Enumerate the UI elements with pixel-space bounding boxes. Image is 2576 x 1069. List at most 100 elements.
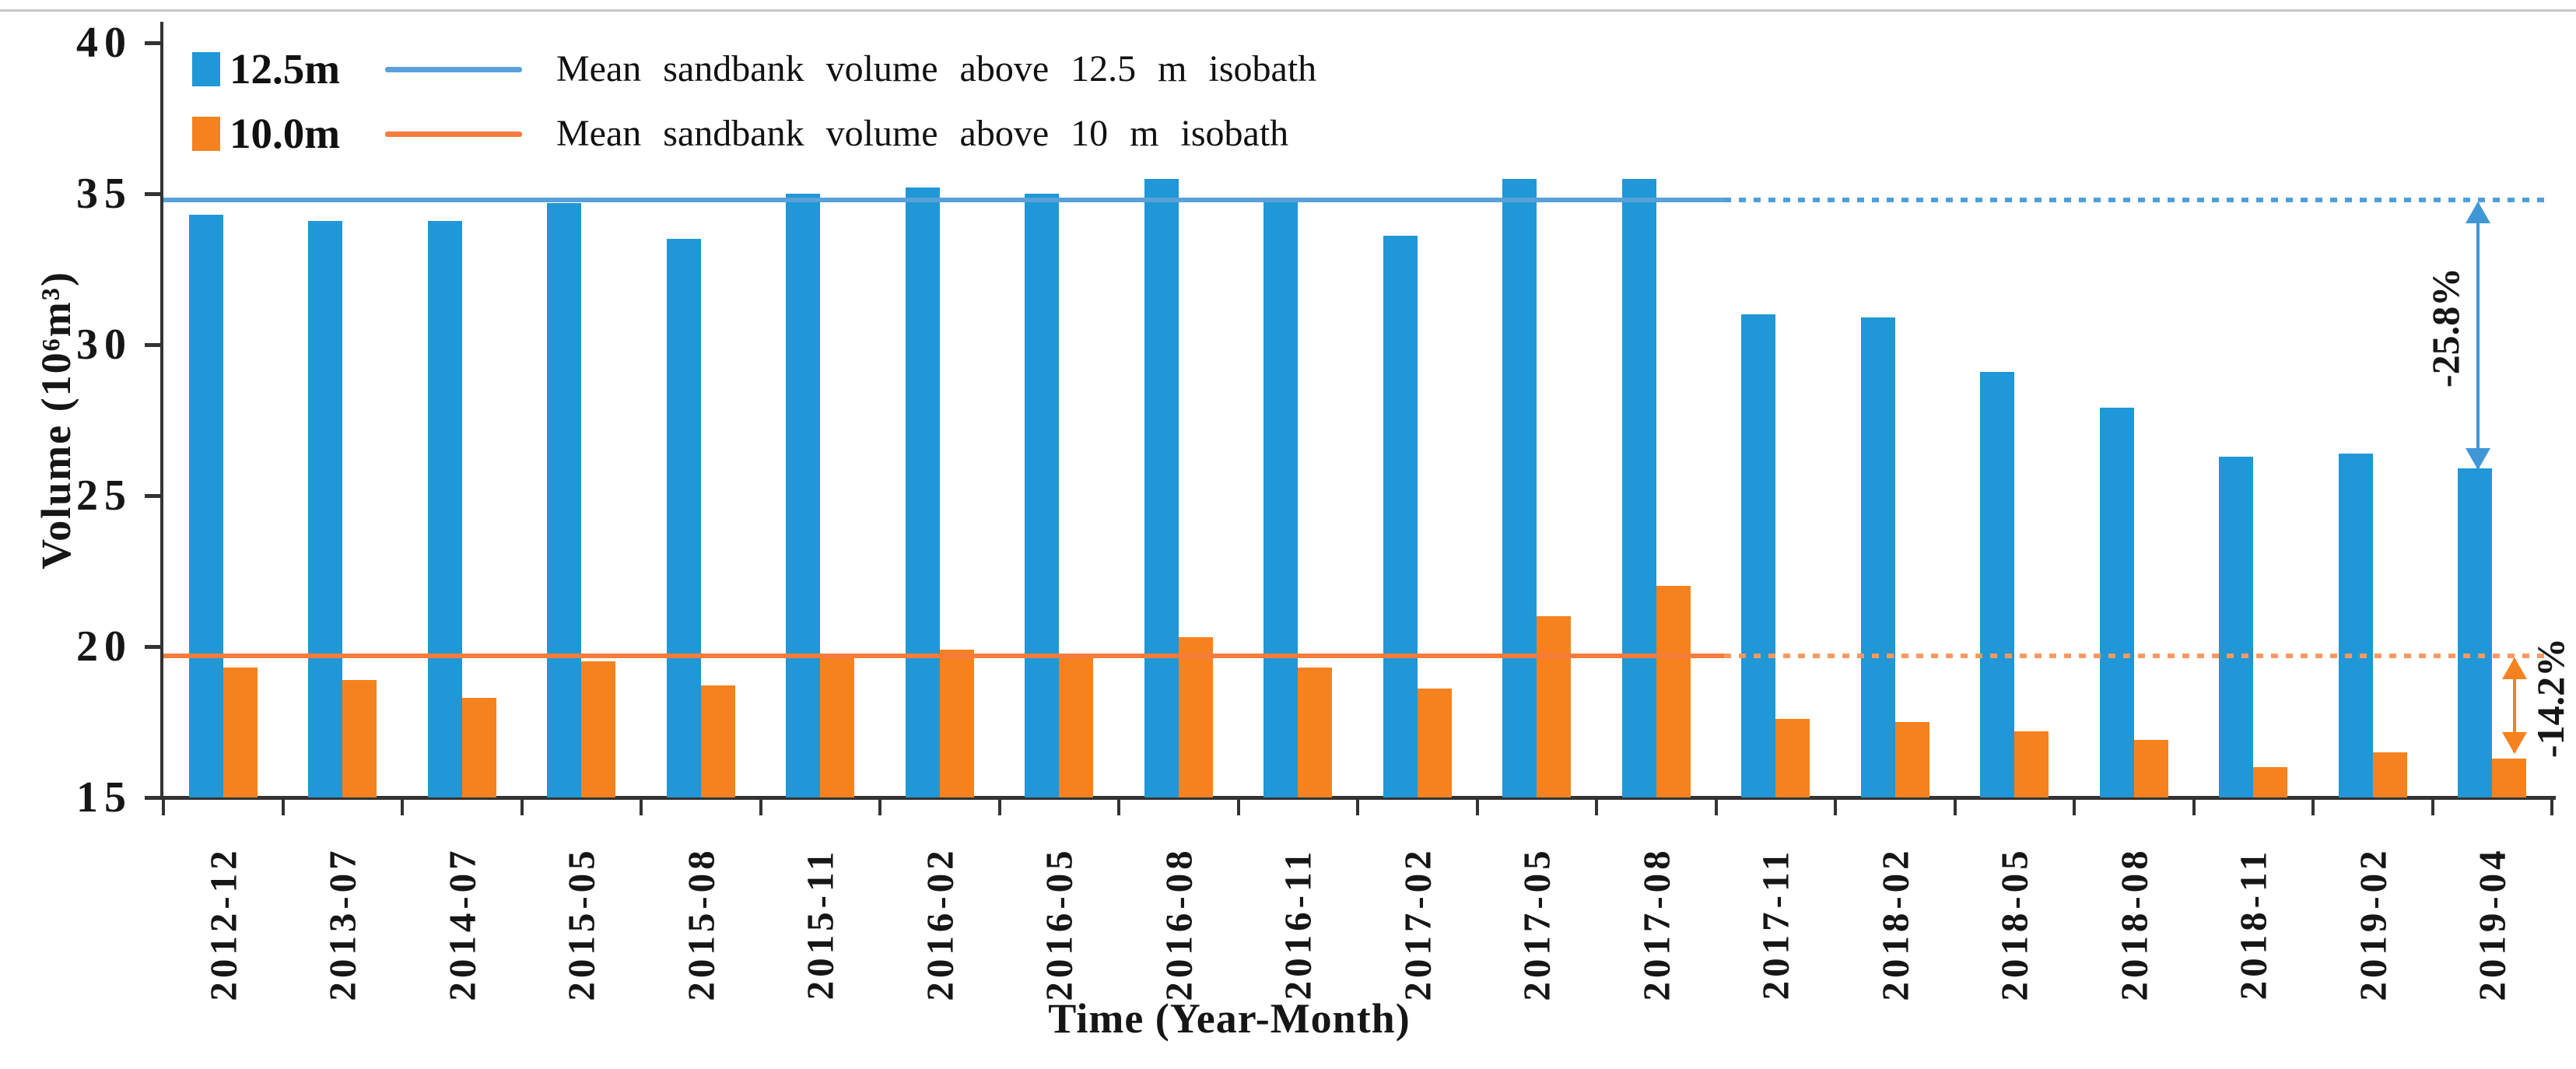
bar-12.5m-2016-02: [905, 188, 940, 797]
legend-swatch-10.0m: [192, 117, 220, 151]
bar-12.5m-2012-12: [188, 215, 223, 797]
x-tick-label-text: 2019-04: [2470, 846, 2514, 1001]
x-tick-10: [1356, 800, 1359, 815]
bar-12.5m-2016-05: [1025, 194, 1060, 797]
bar-12.5m-2017-05: [1502, 178, 1537, 797]
bar-10.0m-2017-08: [1656, 586, 1691, 797]
x-tick-13: [1714, 800, 1718, 815]
x-tick-17: [2192, 800, 2196, 815]
x-tick-4: [640, 800, 643, 815]
bar-10.0m-2014-07: [461, 697, 496, 797]
bar-10.0m-2017-11: [1775, 719, 1810, 797]
legend-swatch-label-12.5m: 12.5m: [230, 45, 341, 93]
x-tick-label-2019-04: 2019-04: [2375, 811, 2576, 1036]
bar-10.0m-2016-11: [1298, 668, 1333, 797]
y-axis-title-text: Volume (10⁶m³): [33, 271, 80, 570]
bar-12.5m-2018-08: [2099, 408, 2134, 797]
bar-12.5m-2017-11: [1741, 314, 1776, 797]
mean-10m-solid: [163, 653, 1724, 658]
y-tick-35: [145, 192, 160, 196]
x-tick-2: [401, 800, 404, 815]
bar-10.0m-2015-11: [820, 655, 855, 797]
bar-12.5m-2016-11: [1263, 199, 1299, 797]
legend-row-10.0m: 10.0m Mean sandbank volume above 10 m iso…: [192, 110, 1289, 157]
bar-10.0m-2017-05: [1537, 616, 1572, 797]
x-tick-8: [1117, 800, 1120, 815]
x-axis-line: [160, 796, 2556, 800]
bar-10.0m-2018-02: [1894, 722, 1929, 797]
x-tick-12: [1595, 800, 1598, 815]
bar-10.0m-2012-12: [223, 668, 258, 797]
bar-12.5m-2016-08: [1144, 178, 1179, 797]
annotation-label--25.8%: -25.8%: [2424, 268, 2467, 388]
mean-10m-dotted: [1723, 653, 2552, 658]
annotation-label--14.2%: -14.2%: [2529, 637, 2572, 758]
bar-12.5m-2013-07: [308, 220, 343, 797]
arrow-shaft: [2476, 202, 2480, 469]
bar-10.0m-2018-11: [2253, 767, 2288, 797]
y-tick-25: [145, 494, 160, 498]
legend-line-label-10.0m: Mean sandbank volume above 10 m isobath: [556, 113, 1289, 154]
bar-12.5m-2015-08: [666, 239, 701, 797]
y-tick-label-20: 20: [76, 622, 132, 671]
x-tick-3: [520, 800, 524, 815]
bar-10.0m-2013-07: [342, 679, 377, 797]
legend-swatch-12.5m: [192, 52, 220, 86]
bar-10.0m-2019-04: [2492, 758, 2527, 797]
mean-12.5m-solid: [163, 197, 1724, 202]
y-tick-15: [145, 796, 160, 800]
bar-12.5m-2018-11: [2219, 456, 2254, 797]
bar-10.0m-2019-02: [2372, 752, 2407, 797]
arrow-head-down-icon: [2502, 731, 2527, 754]
y-tick-20: [145, 645, 160, 649]
x-tick-9: [1236, 800, 1240, 815]
bar-12.5m-2018-02: [1860, 317, 1895, 797]
y-tick-label-35: 35: [76, 170, 132, 218]
y-tick-label-40: 40: [76, 19, 132, 67]
arrow-head-up-icon: [2466, 201, 2490, 223]
bar-12.5m-2017-08: [1621, 178, 1656, 797]
x-tick-1: [281, 800, 285, 815]
x-tick-20: [2550, 800, 2553, 815]
bar-10.0m-2018-08: [2133, 740, 2168, 797]
x-axis-title: Time (Year-Month): [996, 994, 1463, 1044]
legend-line-label-12.5m: Mean sandbank volume above 12.5 m isobat…: [556, 48, 1317, 89]
bar-12.5m-2019-02: [2338, 453, 2373, 797]
arrow-shaft: [2513, 658, 2516, 752]
bar-10.0m-2016-08: [1178, 637, 1213, 797]
y-tick-label-25: 25: [76, 471, 132, 520]
legend-line-sample-10.0m: [385, 131, 522, 137]
legend-swatch-label-10.0m: 10.0m: [230, 110, 341, 157]
bar-10.0m-2017-02: [1417, 689, 1452, 797]
arrow-head-up-icon: [2502, 657, 2527, 679]
bar-10.0m-2016-02: [939, 649, 974, 797]
plot-area: -25.8% -14.2%: [163, 43, 2572, 797]
bar-12.5m-2019-04: [2458, 468, 2493, 797]
x-tick-7: [997, 800, 1001, 815]
legend-line-sample-12.5m: [385, 66, 522, 72]
mean-12.5m-dotted: [1723, 197, 2552, 202]
bar-12.5m-2018-05: [1980, 371, 2015, 797]
bar-10.0m-2015-05: [581, 661, 616, 797]
x-tick-11: [1475, 800, 1479, 815]
y-tick-label-15: 15: [76, 773, 132, 822]
arrow-head-down-icon: [2466, 448, 2490, 471]
y-tick-label-30: 30: [76, 321, 132, 369]
y-tick-30: [145, 343, 160, 347]
x-tick-15: [1953, 800, 1957, 815]
x-tick-16: [2073, 800, 2076, 815]
x-tick-0: [162, 800, 165, 815]
x-tick-5: [759, 800, 762, 815]
x-tick-19: [2431, 800, 2434, 815]
y-axis-line: [160, 22, 163, 800]
bar-10.0m-2018-05: [2014, 731, 2049, 797]
bar-10.0m-2016-05: [1059, 655, 1094, 797]
x-tick-18: [2311, 800, 2315, 815]
x-tick-14: [1834, 800, 1837, 815]
bar-12.5m-2015-11: [786, 194, 821, 797]
bar-12.5m-2015-05: [547, 202, 582, 797]
x-tick-6: [878, 800, 881, 815]
bar-12.5m-2017-02: [1383, 236, 1418, 797]
x-axis-title-text: Time (Year-Month): [1048, 995, 1411, 1042]
